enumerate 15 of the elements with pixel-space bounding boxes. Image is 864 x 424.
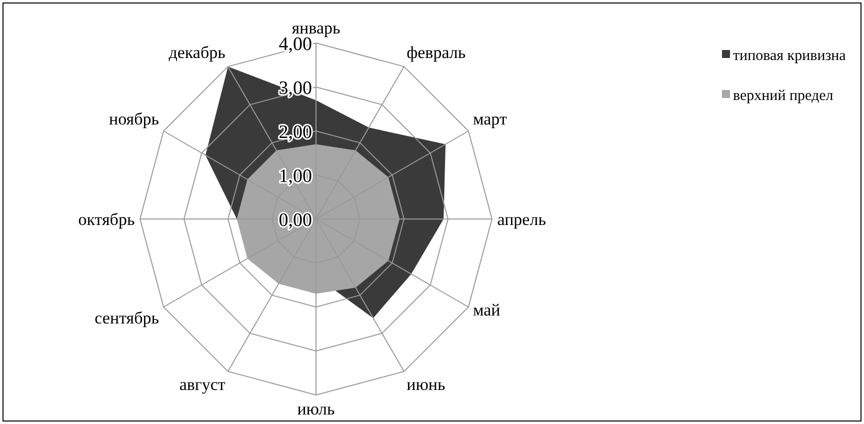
spoke-label: март: [472, 109, 508, 128]
spoke-label: декабрь: [168, 43, 226, 62]
spoke-label: июль: [297, 399, 336, 418]
spoke-label: сентябрь: [94, 308, 160, 328]
spoke-label: июнь: [406, 374, 446, 394]
spoke-label: август: [179, 374, 226, 394]
legend-label: верхний предел: [733, 88, 834, 104]
spoke-label: ноябрь: [109, 109, 160, 128]
spoke-label: октябрь: [78, 210, 135, 229]
legend-label: типовая кривизна: [733, 48, 846, 64]
spoke-label: апрель: [497, 210, 546, 229]
y-tick-label: 0,00: [278, 210, 312, 231]
spoke-label: май: [472, 300, 500, 320]
spoke-label: февраль: [406, 43, 466, 62]
y-tick-label: 1,00: [278, 166, 312, 187]
